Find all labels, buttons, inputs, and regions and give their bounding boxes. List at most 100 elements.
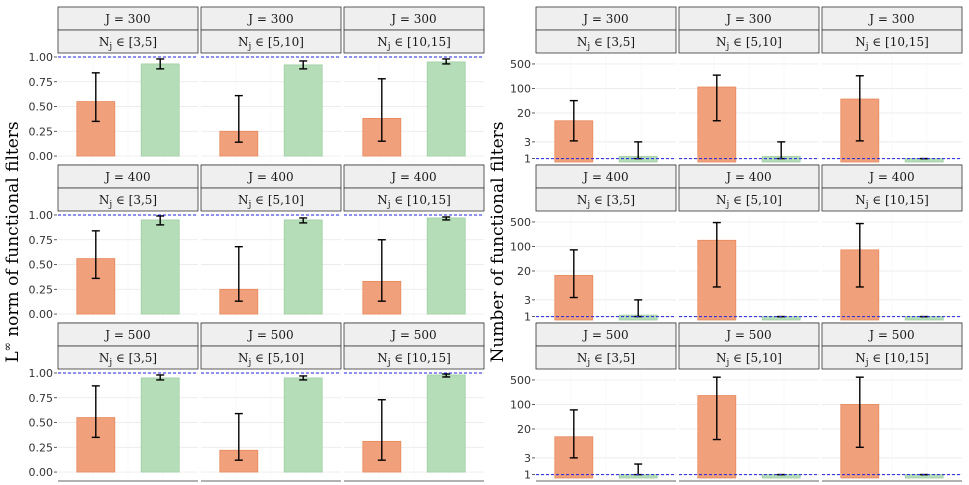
y-tick-label: 0.75 <box>29 76 54 89</box>
facet-strip-nj <box>57 187 199 212</box>
facet-strip-nj <box>535 345 677 370</box>
bar-green <box>140 63 180 157</box>
facet-strip-nj <box>821 187 963 212</box>
y-tick-label: 3 <box>524 136 531 149</box>
y-tick-label: 1.00 <box>29 209 54 222</box>
y-tick-label: 100 <box>510 398 531 411</box>
facet-panel-norm-8: J = 500 Nj ∈ [5,10] <box>200 322 342 482</box>
y-tick-label: 0.50 <box>29 101 54 114</box>
y-tick-label: 0.25 <box>29 125 54 138</box>
facet-strip-nj-label: Nj ∈ [3,5] <box>99 351 157 368</box>
y-tick-label: 0.25 <box>29 283 54 296</box>
facet-strip-nj <box>535 187 677 212</box>
y-tick-label: 1 <box>524 469 531 482</box>
right-y-axis-label: Number of functional filters <box>488 121 508 362</box>
facet-strip-nj-label: Nj ∈ [5,10] <box>716 193 782 210</box>
facet-strip-nj <box>343 29 485 54</box>
facet-panel-count-1: J = 300 Nj ∈ [3,5] 1 3 20 100 500 <box>510 6 677 166</box>
facet-strip-nj <box>535 29 677 54</box>
facet-strip-j-label: J = 300 <box>389 12 436 26</box>
bar-green <box>426 61 466 157</box>
bar-green <box>140 219 180 315</box>
facet-panel-count-8: J = 500 Nj ∈ [5,10] <box>678 322 820 482</box>
y-tick-label: 20 <box>517 265 531 278</box>
y-tick-label: 20 <box>517 423 531 436</box>
y-tick-label: 0.00 <box>29 150 54 163</box>
facet-panel-count-6: J = 400 Nj ∈ [10,15] <box>821 164 963 324</box>
facet-strip-nj <box>678 187 820 212</box>
y-tick-label: 500 <box>510 58 531 71</box>
facet-strip-nj <box>678 29 820 54</box>
facet-strip-j-label: J = 500 <box>389 328 436 342</box>
facet-panel-count-7: J = 500 Nj ∈ [3,5] 1 3 20 100 500 <box>510 322 677 482</box>
facet-strip-j-label: J = 500 <box>246 328 293 342</box>
facet-strip-j-label: J = 400 <box>724 170 771 184</box>
facet-strip-nj <box>678 345 820 370</box>
facet-strip-nj-label: Nj ∈ [10,15] <box>855 193 929 210</box>
facet-panel-count-3: J = 300 Nj ∈ [10,15] <box>821 6 963 166</box>
facet-panel-norm-5: J = 400 Nj ∈ [5,10] <box>200 164 342 324</box>
facet-strip-nj <box>200 29 342 54</box>
facet-strip-j-label: J = 500 <box>581 328 628 342</box>
bar-green <box>426 217 466 315</box>
facet-strip-nj <box>200 187 342 212</box>
facet-strip-nj-label: Nj ∈ [5,10] <box>238 193 304 210</box>
facet-strip-j-label: J = 400 <box>867 170 914 184</box>
facet-strip-nj <box>343 345 485 370</box>
y-tick-label: 500 <box>510 216 531 229</box>
facet-strip-j-label: J = 500 <box>103 328 150 342</box>
y-tick-label: 100 <box>510 82 531 95</box>
y-tick-label: 1 <box>524 153 531 166</box>
y-tick-label: 20 <box>517 107 531 120</box>
y-tick-label: 0.00 <box>29 466 54 479</box>
facet-strip-nj-label: Nj ∈ [5,10] <box>238 35 304 52</box>
facet-panel-count-2: J = 300 Nj ∈ [5,10] <box>678 6 820 166</box>
facet-panel-norm-3: J = 300 Nj ∈ [10,15] <box>343 6 485 166</box>
facet-strip-nj-label: Nj ∈ [3,5] <box>99 193 157 210</box>
y-tick-label: 1.00 <box>29 367 54 380</box>
facet-strip-j-label: J = 500 <box>724 328 771 342</box>
facet-strip-nj <box>57 345 199 370</box>
y-tick-label: 100 <box>510 240 531 253</box>
facet-strip-nj-label: Nj ∈ [3,5] <box>577 35 635 52</box>
facet-strip-j-label: J = 400 <box>389 170 436 184</box>
facet-panel-norm-7: J = 500 Nj ∈ [3,5] 0.00 0.25 0.50 0.75 1.00 <box>29 322 199 482</box>
facet-strip-nj-label: Nj ∈ [3,5] <box>577 193 635 210</box>
facet-panel-norm-6: J = 400 Nj ∈ [10,15] <box>343 164 485 324</box>
facet-panel-norm-9: J = 500 Nj ∈ [10,15] <box>343 322 485 482</box>
facet-panel-count-5: J = 400 Nj ∈ [5,10] <box>678 164 820 324</box>
bar-green <box>283 64 323 157</box>
facet-strip-nj <box>57 29 199 54</box>
bar-green <box>426 374 466 473</box>
y-tick-label: 3 <box>524 452 531 465</box>
facet-strip-nj-label: Nj ∈ [3,5] <box>577 351 635 368</box>
y-tick-label: 1 <box>524 311 531 324</box>
y-tick-label: 0.75 <box>29 392 54 405</box>
facet-strip-j-label: J = 300 <box>103 12 150 26</box>
facet-strip-nj-label: Nj ∈ [10,15] <box>855 351 929 368</box>
y-tick-label: 0.75 <box>29 234 54 247</box>
facet-strip-j-label: J = 400 <box>103 170 150 184</box>
y-tick-label: 0.50 <box>29 259 54 272</box>
facet-strip-j-label: J = 300 <box>724 12 771 26</box>
facet-strip-nj-label: Nj ∈ [5,10] <box>238 351 304 368</box>
facet-strip-j-label: J = 500 <box>867 328 914 342</box>
left-y-axis-label: L∞ norm of functional filters <box>1 121 23 362</box>
y-tick-label: 0.00 <box>29 308 54 321</box>
facet-panel-norm-1: J = 300 Nj ∈ [3,5] 0.00 0.25 0.50 0.75 1.00 <box>29 6 199 166</box>
facet-strip-j-label: J = 300 <box>246 12 293 26</box>
facet-panel-norm-4: J = 400 Nj ∈ [3,5] 0.00 0.25 0.50 0.75 1.00 <box>29 164 199 324</box>
facet-strip-j-label: J = 300 <box>581 12 628 26</box>
facet-strip-j-label: J = 300 <box>867 12 914 26</box>
facet-strip-nj-label: Nj ∈ [10,15] <box>377 35 451 52</box>
facet-strip-nj-label: Nj ∈ [10,15] <box>377 193 451 210</box>
facet-panel-norm-2: J = 300 Nj ∈ [5,10] <box>200 6 342 166</box>
facet-strip-nj-label: Nj ∈ [10,15] <box>377 351 451 368</box>
facet-strip-nj-label: Nj ∈ [5,10] <box>716 351 782 368</box>
facet-strip-nj <box>200 345 342 370</box>
bar-green <box>283 219 323 315</box>
facet-panel-count-4: J = 400 Nj ∈ [3,5] 1 3 20 100 500 <box>510 164 677 324</box>
bar-green <box>283 377 323 473</box>
facet-strip-j-label: J = 400 <box>246 170 293 184</box>
